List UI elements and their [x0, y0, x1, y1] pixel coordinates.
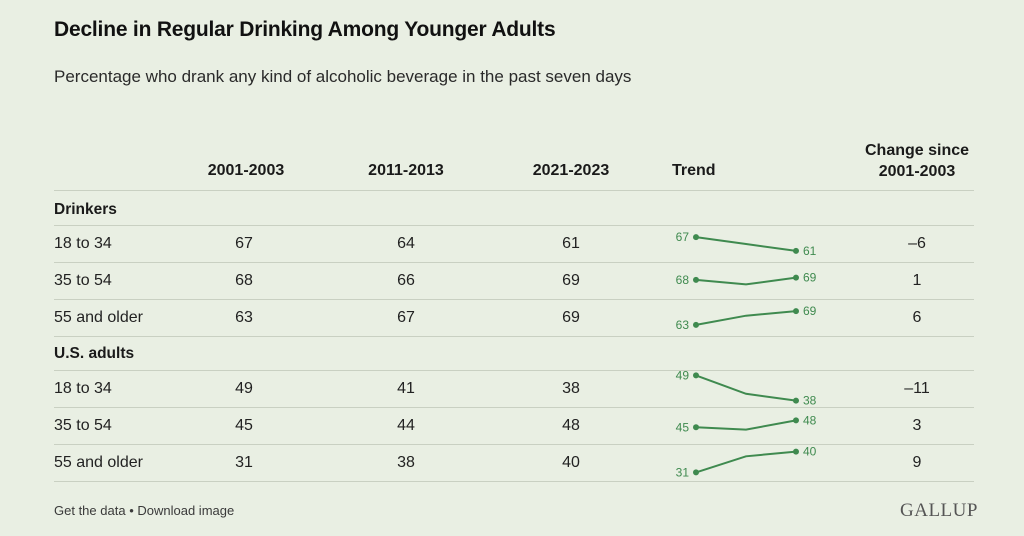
trend-end-label: 38 [803, 394, 817, 408]
trend-point [693, 276, 699, 283]
chart-subtitle: Percentage who drank any kind of alcohol… [54, 67, 632, 86]
download-image-link[interactable]: Download image [137, 503, 235, 518]
col-header-2021-2023: 2021-2023 [532, 162, 610, 179]
cell-2011-2013: 67 [397, 309, 415, 326]
cell-2021-2023: 40 [562, 454, 580, 471]
group-label-us-adults: U.S. adults [54, 345, 135, 362]
trend-point [793, 417, 799, 424]
trend-end-label: 69 [803, 271, 817, 285]
cell-2021-2023: 69 [562, 272, 580, 289]
cell-change: 1 [912, 272, 922, 289]
row-rule [54, 299, 974, 300]
trend-end-label: 69 [803, 304, 817, 318]
cell-2011-2013: 66 [397, 272, 415, 289]
cell-2011-2013: 64 [397, 235, 415, 252]
trend-line [695, 276, 797, 286]
trend-start-label: 31 [676, 465, 690, 479]
trend-start-label: 49 [676, 368, 690, 382]
trend-start-label: 63 [676, 318, 690, 332]
cell-2021-2023: 69 [562, 309, 580, 326]
row-rule [54, 262, 974, 263]
chart-title: Decline in Regular Drinking Among Younge… [54, 18, 556, 41]
cell-2021-2023: 61 [562, 235, 580, 252]
get-data-link[interactable]: Get the data [54, 503, 126, 518]
col-header-change: Change since 2001-2003 [852, 140, 982, 182]
cell-change: 6 [912, 309, 922, 326]
cell-2011-2013: 38 [397, 454, 415, 471]
trend-point [693, 469, 699, 476]
cell-2001-2003: 45 [235, 417, 253, 434]
col-header-change-line2: 2001-2003 [878, 163, 956, 180]
trend-line [695, 419, 797, 431]
cell-change: 3 [912, 417, 922, 434]
trend-line [695, 310, 797, 326]
footer-separator: • [129, 503, 134, 518]
trend-point [693, 234, 699, 241]
trend-point [693, 424, 699, 431]
trend-point [793, 397, 799, 404]
trend-end-label: 48 [803, 413, 817, 427]
trend-point [793, 448, 799, 455]
cell-2001-2003: 63 [235, 309, 253, 326]
group-label-drinkers: Drinkers [54, 201, 117, 218]
trend-line [695, 450, 797, 474]
trend-point [793, 274, 799, 281]
gallup-logo: GALLUP [900, 500, 978, 521]
cell-change: –6 [908, 235, 926, 252]
cell-2001-2003: 68 [235, 272, 253, 289]
trend-end-label: 61 [803, 244, 817, 258]
cell-change: 9 [912, 454, 922, 471]
row-label: 55 and older [54, 454, 143, 471]
cell-change: –11 [904, 380, 930, 397]
trend-start-label: 68 [676, 273, 690, 287]
row-label: 18 to 34 [54, 380, 112, 397]
footer: Get the data • Download image [54, 503, 234, 518]
cell-2001-2003: 67 [235, 235, 253, 252]
trend-start-label: 67 [676, 230, 690, 244]
row-label: 35 to 54 [54, 417, 112, 434]
col-header-2011-2013: 2011-2013 [368, 162, 444, 179]
trend-end-label: 40 [803, 445, 817, 459]
trend-point [693, 321, 699, 328]
cell-2011-2013: 41 [397, 380, 415, 397]
row-rule [54, 225, 974, 226]
cell-2021-2023: 38 [562, 380, 580, 397]
trend-point [793, 247, 799, 254]
trend-line [695, 236, 797, 252]
row-label: 55 and older [54, 309, 143, 326]
trend-start-label: 45 [676, 420, 690, 434]
trend-point [693, 372, 699, 379]
cell-2021-2023: 48 [562, 417, 580, 434]
cell-2001-2003: 31 [235, 454, 253, 471]
col-header-change-line1: Change since [864, 142, 970, 159]
trend-point [793, 308, 799, 315]
row-label: 35 to 54 [54, 272, 112, 289]
cell-2001-2003: 49 [235, 380, 253, 397]
row-rule [54, 481, 974, 482]
row-label: 18 to 34 [54, 235, 112, 252]
row-rule [54, 444, 974, 445]
col-header-2001-2003: 2001-2003 [207, 162, 285, 179]
row-rule [54, 336, 974, 337]
col-header-trend: Trend [672, 162, 716, 179]
cell-2011-2013: 44 [397, 417, 415, 434]
row-rule [54, 407, 974, 408]
row-rule [54, 370, 974, 371]
header-rule [54, 190, 974, 191]
trend-line [695, 374, 797, 402]
